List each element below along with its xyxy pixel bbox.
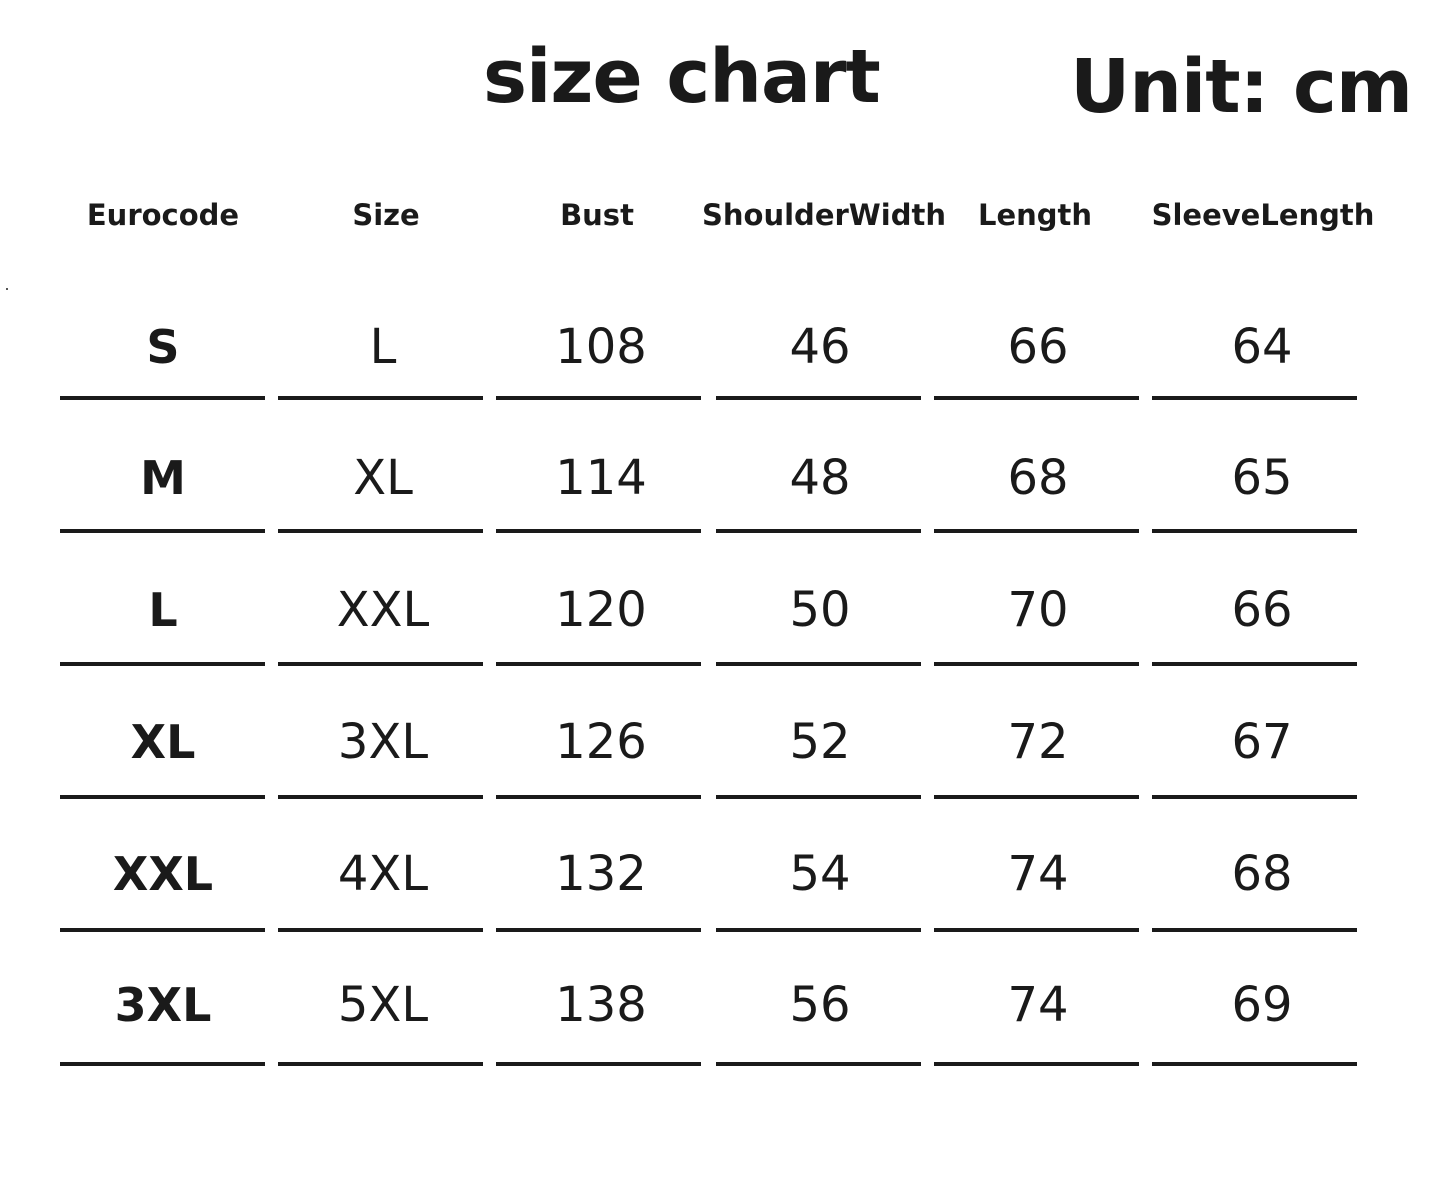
table-cell: 72 <box>1007 714 1069 770</box>
eurocode-cell: M <box>140 451 186 505</box>
table-cell: 52 <box>789 714 851 770</box>
column-header-line2: Width <box>848 198 946 232</box>
row-divider <box>60 1062 265 1066</box>
table-cell: 3XL <box>337 714 429 770</box>
row-divider <box>60 529 265 533</box>
column-header: Size <box>276 160 496 270</box>
column-header: Length <box>925 160 1145 270</box>
table-cell: XXL <box>336 582 430 638</box>
table-cell: 66 <box>1231 582 1293 638</box>
table-cell: 68 <box>1231 846 1293 902</box>
row-divider <box>496 396 701 400</box>
column-header-line2: Length <box>1260 198 1375 232</box>
row-divider <box>60 928 265 932</box>
table-cell: 138 <box>555 977 647 1033</box>
page-title: size chart <box>483 34 881 120</box>
row-divider <box>716 529 921 533</box>
row-divider <box>278 396 483 400</box>
table-cell: 66 <box>1007 319 1069 375</box>
row-divider <box>1152 1062 1357 1066</box>
row-divider <box>934 928 1139 932</box>
table-cell: 69 <box>1231 977 1293 1033</box>
row-divider <box>1152 396 1357 400</box>
stray-dot <box>6 288 8 290</box>
table-cell: L <box>369 319 397 375</box>
table-cell: XL <box>353 450 413 506</box>
column-header: Bust <box>487 160 707 270</box>
table-cell: 70 <box>1007 582 1069 638</box>
column-header: Shoulder Width <box>702 160 946 270</box>
row-divider <box>1152 662 1357 666</box>
unit-label: Unit: cm <box>1070 44 1413 130</box>
column-header-line1: Size <box>352 198 420 232</box>
table-cell: 48 <box>789 450 851 506</box>
table-cell: 114 <box>555 450 647 506</box>
row-divider <box>934 396 1139 400</box>
table-cell: 64 <box>1231 319 1293 375</box>
table-cell: 74 <box>1007 846 1069 902</box>
row-divider <box>1152 529 1357 533</box>
table-cell: 54 <box>789 846 851 902</box>
eurocode-cell: S <box>146 320 180 374</box>
row-divider <box>278 662 483 666</box>
column-header-line1: Length <box>977 198 1093 232</box>
row-divider <box>934 529 1139 533</box>
eurocode-cell: L <box>148 583 178 637</box>
row-divider <box>278 795 483 799</box>
row-divider <box>716 1062 921 1066</box>
row-divider <box>716 928 921 932</box>
row-divider <box>278 928 483 932</box>
table-cell: 132 <box>555 846 647 902</box>
column-header-line1: Bust <box>560 198 634 232</box>
eurocode-cell: XXL <box>112 847 214 901</box>
row-divider <box>934 662 1139 666</box>
row-divider <box>496 1062 701 1066</box>
eurocode-cell: XL <box>130 715 196 769</box>
row-divider <box>496 928 701 932</box>
table-cell: 46 <box>789 319 851 375</box>
table-cell: 65 <box>1231 450 1293 506</box>
table-cell: 126 <box>555 714 647 770</box>
row-divider <box>496 529 701 533</box>
row-divider <box>716 662 921 666</box>
row-divider <box>278 529 483 533</box>
row-divider <box>1152 795 1357 799</box>
table-cell: 68 <box>1007 450 1069 506</box>
row-divider <box>60 662 265 666</box>
row-divider <box>934 1062 1139 1066</box>
column-header-line1: Eurocode <box>86 198 240 232</box>
table-cell: 120 <box>555 582 647 638</box>
column-header: Sleeve Length <box>1151 160 1375 270</box>
row-divider <box>716 795 921 799</box>
table-cell: 56 <box>789 977 851 1033</box>
row-divider <box>278 1062 483 1066</box>
table-cell: 67 <box>1231 714 1293 770</box>
row-divider <box>1152 928 1357 932</box>
table-cell: 5XL <box>337 977 429 1033</box>
column-header: Eurocode <box>53 160 273 270</box>
table-cell: 4XL <box>337 846 429 902</box>
row-divider <box>934 795 1139 799</box>
table-cell: 50 <box>789 582 851 638</box>
table-cell: 108 <box>555 319 647 375</box>
row-divider <box>496 795 701 799</box>
row-divider <box>60 396 265 400</box>
table-cell: 74 <box>1007 977 1069 1033</box>
column-header-line1: Sleeve <box>1151 198 1261 232</box>
eurocode-cell: 3XL <box>114 978 212 1032</box>
column-header-line1: Shoulder <box>702 198 849 232</box>
row-divider <box>716 396 921 400</box>
row-divider <box>60 795 265 799</box>
row-divider <box>496 662 701 666</box>
